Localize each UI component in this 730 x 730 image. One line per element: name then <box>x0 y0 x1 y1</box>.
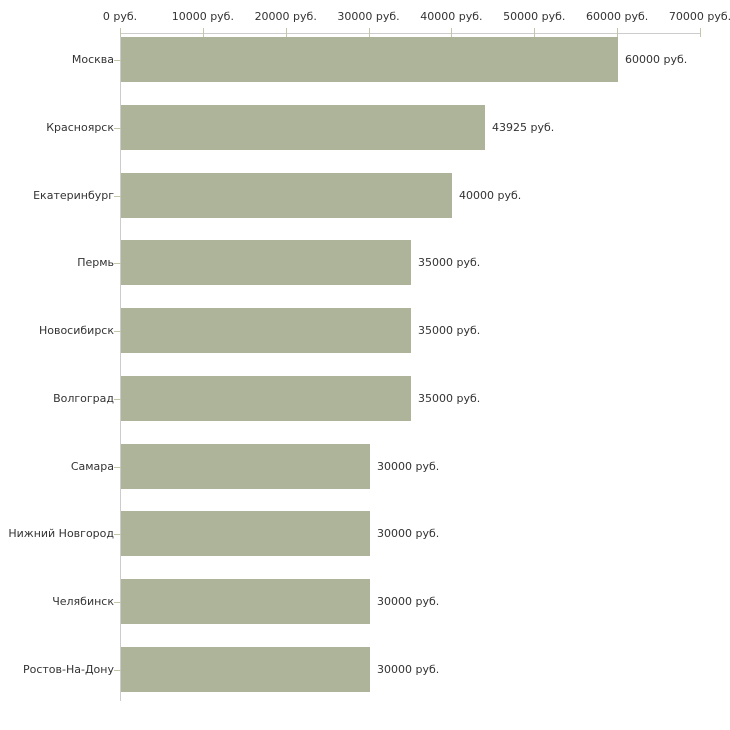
x-axis-tick-label: 0 руб. <box>102 10 138 23</box>
x-axis-tick-label: 70000 руб. <box>668 10 730 23</box>
bar <box>121 240 411 285</box>
value-label: 30000 руб. <box>377 527 440 540</box>
category-label: Москва <box>71 53 114 66</box>
x-axis-tick <box>617 28 619 37</box>
category-tick <box>114 602 121 603</box>
bar <box>121 173 452 218</box>
bar <box>121 647 370 692</box>
x-axis-tick <box>534 28 536 37</box>
x-axis-tick-label: 10000 руб. <box>171 10 234 23</box>
x-axis-line <box>120 33 700 34</box>
category-label: Ростов-На-Дону <box>22 663 114 676</box>
category-label: Пермь <box>77 256 114 269</box>
x-axis-tick <box>368 28 370 37</box>
bar <box>121 105 485 150</box>
category-label: Челябинск <box>52 595 114 608</box>
bar <box>121 37 618 82</box>
x-axis-tick <box>451 28 453 37</box>
bar <box>121 511 370 556</box>
bar <box>121 579 370 624</box>
category-label: Новосибирск <box>38 324 114 337</box>
category-label: Самара <box>70 460 114 473</box>
x-axis-tick-label: 50000 руб. <box>503 10 566 23</box>
x-axis-tick-label: 60000 руб. <box>586 10 649 23</box>
value-label: 35000 руб. <box>418 392 481 405</box>
category-tick <box>114 60 121 61</box>
value-label: 30000 руб. <box>377 595 440 608</box>
category-label: Красноярск <box>46 121 114 134</box>
category-tick <box>114 128 121 129</box>
value-label: 60000 руб. <box>625 53 688 66</box>
category-tick <box>114 670 121 671</box>
category-tick <box>114 467 121 468</box>
value-label: 35000 руб. <box>418 256 481 269</box>
x-axis-tick <box>285 28 287 37</box>
bar <box>121 376 411 421</box>
bar <box>121 444 370 489</box>
value-label: 43925 руб. <box>492 121 555 134</box>
x-axis-tick <box>120 28 121 37</box>
y-axis-line <box>120 33 121 701</box>
category-label: Нижний Новгород <box>8 527 114 540</box>
value-label: 30000 руб. <box>377 460 440 473</box>
category-tick <box>114 399 121 400</box>
x-axis-tick <box>202 28 204 37</box>
bar <box>121 308 411 353</box>
value-label: 35000 руб. <box>418 324 481 337</box>
value-label: 30000 руб. <box>377 663 440 676</box>
category-tick <box>114 196 121 197</box>
x-axis-tick-label: 30000 руб. <box>337 10 400 23</box>
category-tick <box>114 263 121 264</box>
category-label: Волгоград <box>53 392 114 405</box>
category-label: Екатеринбург <box>33 189 114 202</box>
x-axis-tick-label: 40000 руб. <box>420 10 483 23</box>
value-label: 40000 руб. <box>459 189 522 202</box>
category-tick <box>114 331 121 332</box>
category-tick <box>114 534 121 535</box>
x-axis-tick-label: 20000 руб. <box>254 10 317 23</box>
x-axis-tick <box>700 28 701 37</box>
